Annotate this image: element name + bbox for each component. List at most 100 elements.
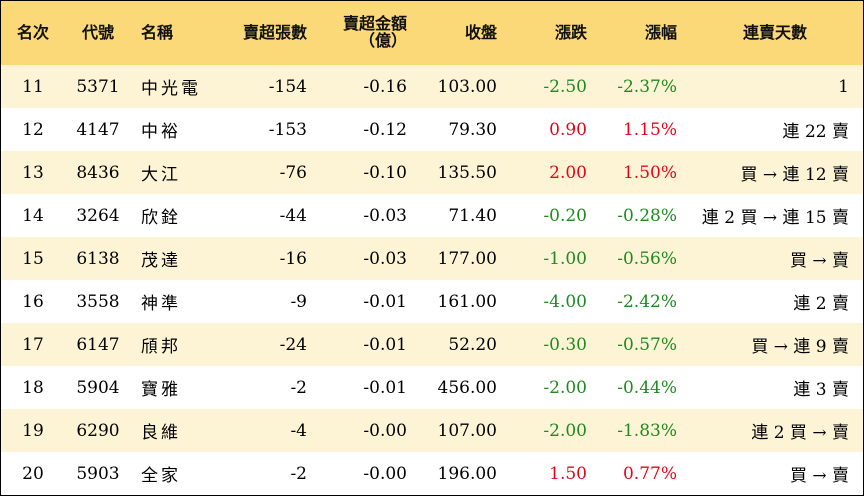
cell-streak: 買 → 賣 (789, 466, 849, 486)
cell-rank: 14 (22, 205, 44, 226)
cell-rank: 11 (22, 76, 44, 97)
cell-sell-lots: -44 (279, 205, 307, 226)
header-change-pct[interactable]: 漲幅 (644, 22, 677, 42)
header-row: 名次 代號 名稱 賣超張數 賣超金額 （億） 收盤 漲跌 漲幅 連賣天數 (1, 1, 863, 65)
cell-change: -2.00 (543, 420, 587, 441)
cell-name: 良維 (141, 423, 181, 443)
cell-sell-amount: -0.03 (363, 248, 407, 269)
cell-change-pct: -0.56% (617, 248, 677, 269)
cell-close: 196.00 (437, 463, 497, 484)
cell-close: 456.00 (437, 377, 497, 398)
table-body: 11 5371 中光電 -154 -0.16 103.00 -2.50 -2.3… (1, 65, 863, 495)
table-row: 13 8436 大江 -76 -0.10 135.50 2.00 1.50% 買… (1, 151, 863, 194)
cell-code: 5904 (76, 377, 120, 398)
cell-sell-lots: -2 (290, 377, 307, 398)
header-sell-lots[interactable]: 賣超張數 (242, 22, 307, 42)
cell-close: 79.30 (448, 119, 497, 140)
cell-change: -1.00 (543, 248, 587, 269)
cell-name: 寶雅 (141, 380, 181, 400)
cell-change-pct: -0.28% (617, 205, 677, 226)
cell-change: -0.20 (543, 205, 587, 226)
cell-sell-amount: -0.16 (363, 76, 407, 97)
cell-rank: 17 (22, 334, 44, 355)
cell-change: -0.30 (543, 334, 587, 355)
cell-rank: 13 (22, 162, 44, 183)
header-close[interactable]: 收盤 (464, 22, 497, 42)
cell-streak: 連 2 買 → 連 15 賣 (701, 208, 849, 228)
cell-name: 神準 (141, 294, 181, 314)
cell-streak: 買 → 賣 (789, 251, 849, 271)
cell-name: 全家 (141, 466, 181, 486)
cell-change: 2.00 (549, 162, 587, 183)
cell-sell-lots: -154 (268, 76, 307, 97)
cell-sell-amount: -0.00 (363, 463, 407, 484)
cell-sell-amount: -0.01 (363, 377, 407, 398)
cell-sell-lots: -4 (290, 420, 307, 441)
cell-name: 中光電 (141, 79, 201, 99)
table-row: 17 6147 頎邦 -24 -0.01 52.20 -0.30 -0.57% … (1, 323, 863, 366)
header-streak[interactable]: 連賣天數 (742, 22, 807, 42)
cell-close: 177.00 (437, 248, 497, 269)
header-sell-amount-line2: （億） (358, 31, 407, 50)
header-sell-amount[interactable]: 賣超金額 （億） (317, 1, 417, 65)
cell-change-pct: 1.15% (622, 119, 677, 140)
cell-sell-amount: -0.01 (363, 334, 407, 355)
cell-code: 6138 (76, 248, 120, 269)
cell-sell-lots: -16 (279, 248, 307, 269)
cell-change: -4.00 (543, 291, 587, 312)
cell-change-pct: -2.42% (617, 291, 677, 312)
cell-code: 6290 (76, 420, 120, 441)
cell-close: 161.00 (437, 291, 497, 312)
cell-change-pct: 0.77% (622, 463, 677, 484)
cell-sell-lots: -2 (290, 463, 307, 484)
cell-sell-amount: -0.03 (363, 205, 407, 226)
cell-streak: 連 2 賣 (793, 294, 849, 314)
table-row: 14 3264 欣銓 -44 -0.03 71.40 -0.20 -0.28% … (1, 194, 863, 237)
cell-code: 6147 (76, 334, 120, 355)
cell-code: 3558 (76, 291, 120, 312)
cell-rank: 19 (22, 420, 44, 441)
cell-close: 107.00 (437, 420, 497, 441)
cell-name: 大江 (141, 165, 181, 185)
cell-change-pct: -0.44% (617, 377, 677, 398)
cell-sell-amount: -0.01 (363, 291, 407, 312)
cell-streak: 買 → 連 12 賣 (740, 165, 850, 185)
cell-change: 1.50 (549, 463, 587, 484)
header-sell-amount-line1: 賣超金額 (342, 14, 407, 34)
header-code[interactable]: 代號 (81, 22, 114, 42)
cell-close: 52.20 (448, 334, 497, 355)
cell-change: -2.50 (543, 76, 587, 97)
cell-streak: 連 3 賣 (793, 380, 849, 400)
cell-change-pct: 1.50% (622, 162, 677, 183)
table-row: 20 5903 全家 -2 -0.00 196.00 1.50 0.77% 買 … (1, 452, 863, 495)
cell-name: 頎邦 (141, 337, 181, 357)
cell-close: 103.00 (437, 76, 497, 97)
table-row: 11 5371 中光電 -154 -0.16 103.00 -2.50 -2.3… (1, 65, 863, 108)
cell-change-pct: -1.83% (617, 420, 677, 441)
cell-rank: 18 (22, 377, 44, 398)
cell-rank: 16 (22, 291, 44, 312)
cell-sell-lots: -76 (279, 162, 307, 183)
header-rank[interactable]: 名次 (16, 22, 49, 42)
table-row: 12 4147 中裕 -153 -0.12 79.30 0.90 1.15% 連… (1, 108, 863, 151)
table-row: 18 5904 寶雅 -2 -0.01 456.00 -2.00 -0.44% … (1, 366, 863, 409)
cell-streak: 1 (838, 76, 849, 97)
cell-name: 中裕 (141, 122, 181, 142)
cell-sell-lots: -153 (268, 119, 307, 140)
cell-streak: 買 → 連 9 賣 (751, 337, 849, 357)
cell-sell-lots: -9 (290, 291, 307, 312)
header-change[interactable]: 漲跌 (554, 22, 587, 42)
cell-code: 8436 (76, 162, 120, 183)
cell-sell-lots: -24 (279, 334, 307, 355)
cell-change: 0.90 (549, 119, 587, 140)
header-name[interactable]: 名稱 (141, 22, 174, 42)
cell-rank: 15 (22, 248, 44, 269)
cell-name: 欣銓 (141, 208, 181, 228)
cell-code: 5903 (76, 463, 120, 484)
cell-close: 71.40 (448, 205, 497, 226)
cell-streak: 連 2 買 → 賣 (751, 423, 849, 443)
cell-sell-amount: -0.12 (363, 119, 407, 140)
cell-change: -2.00 (543, 377, 587, 398)
